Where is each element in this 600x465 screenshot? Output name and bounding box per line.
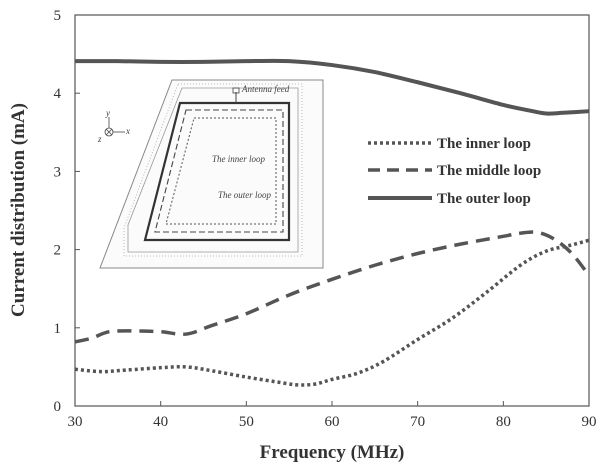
inset-outer-loop-shape xyxy=(143,101,291,242)
series-middle-loop xyxy=(74,230,591,344)
y-tick-label: 5 xyxy=(54,8,62,24)
x-tick-label: 50 xyxy=(239,414,254,430)
x-tick-label: 80 xyxy=(496,414,511,430)
series-layer xyxy=(74,58,591,387)
legend: The inner loop The middle loop The outer… xyxy=(368,136,541,207)
inset-coord-y: y xyxy=(105,108,110,118)
legend-label-middle: The middle loop xyxy=(437,163,541,179)
y-tick-label: 0 xyxy=(54,399,62,415)
x-axis: 30 40 50 60 70 80 90 xyxy=(68,401,597,430)
inset-coord-z: z xyxy=(97,134,102,144)
inset-inner-label: The inner loop xyxy=(212,154,265,164)
x-tick-label: 30 xyxy=(68,414,83,430)
x-tick-label: 60 xyxy=(325,414,340,430)
x-tick-label: 70 xyxy=(410,414,425,430)
inset-diagram: Antenna feed The inner loop The outer lo… xyxy=(97,79,324,269)
inset-border-dots xyxy=(123,83,303,257)
inset-inner-loop-shape xyxy=(165,117,277,225)
inset-outer-border xyxy=(127,87,299,253)
y-axis: 0 1 2 3 4 5 xyxy=(54,8,80,415)
y-tick-label: 2 xyxy=(54,243,62,259)
legend-label-outer: The outer loop xyxy=(437,191,531,207)
x-tick-label: 90 xyxy=(582,414,597,430)
y-tick-label: 1 xyxy=(54,321,62,337)
inset-coord-cross-b xyxy=(105,128,113,136)
y-tick-label: 4 xyxy=(54,86,62,102)
series-outer-loop xyxy=(74,58,590,116)
inset-substrate xyxy=(99,79,324,269)
inset-coord-x: x xyxy=(125,126,130,136)
inset-feed-port xyxy=(232,87,240,94)
y-axis-label: Current distribution (mA) xyxy=(8,103,29,317)
inset-outer-label: The outer loop xyxy=(218,190,271,200)
legend-label-inner: The inner loop xyxy=(437,136,531,152)
x-axis-label: Frequency (MHz) xyxy=(260,442,405,463)
y-tick-label: 3 xyxy=(54,164,62,180)
x-tick-label: 40 xyxy=(153,414,168,430)
inset-feed-label: Antenna feed xyxy=(241,84,290,94)
inset-middle-loop-shape xyxy=(154,109,284,233)
